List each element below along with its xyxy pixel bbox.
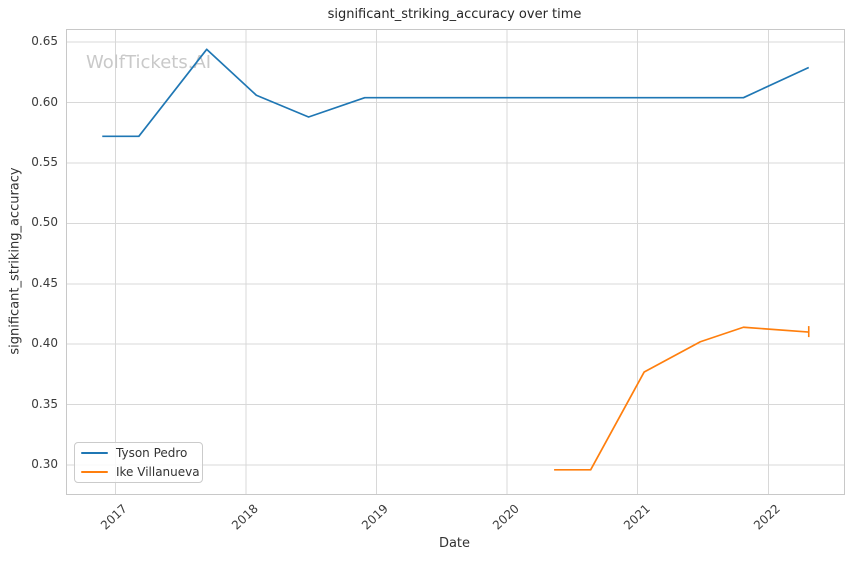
y-tick-label: 0.65 [31,34,58,49]
x-axis-label: Date [438,536,471,551]
legend-line-swatch [81,471,108,473]
y-axis-label: significant_striking_accuracy [7,167,23,355]
watermark: WolfTickets.AI [86,52,211,73]
legend-item: Tyson Pedro [81,445,196,461]
x-tick-label: 2019 [359,501,392,533]
plot-area: WolfTickets.AI [66,29,845,495]
legend-line-swatch [81,452,108,454]
y-tick-label: 0.60 [31,94,58,109]
x-tick-label: 2020 [490,501,523,533]
x-tick-label: 2022 [751,501,784,533]
series-line-ike-villanueva [554,326,809,471]
legend: Tyson Pedro Ike Villanueva [74,442,203,483]
legend-item: Ike Villanueva [81,464,200,480]
legend-label: Ike Villanueva [116,465,200,479]
legend-label: Tyson Pedro [116,446,188,460]
y-tick-label: 0.45 [31,275,58,290]
series-line-tyson-pedro [102,48,810,138]
y-tick-label: 0.50 [31,215,58,230]
x-tick-label: 2021 [620,501,653,533]
x-tick-label: 2017 [98,501,131,533]
y-tick-label: 0.40 [31,336,58,351]
chart-canvas: WolfTickets.AI [67,30,844,494]
y-tick-label: 0.30 [31,457,58,471]
y-tick-label: 0.55 [31,154,58,169]
y-tick-label: 0.35 [31,396,58,411]
x-tick-label: 2018 [228,501,261,533]
chart-title: significant_striking_accuracy over time [327,7,582,22]
